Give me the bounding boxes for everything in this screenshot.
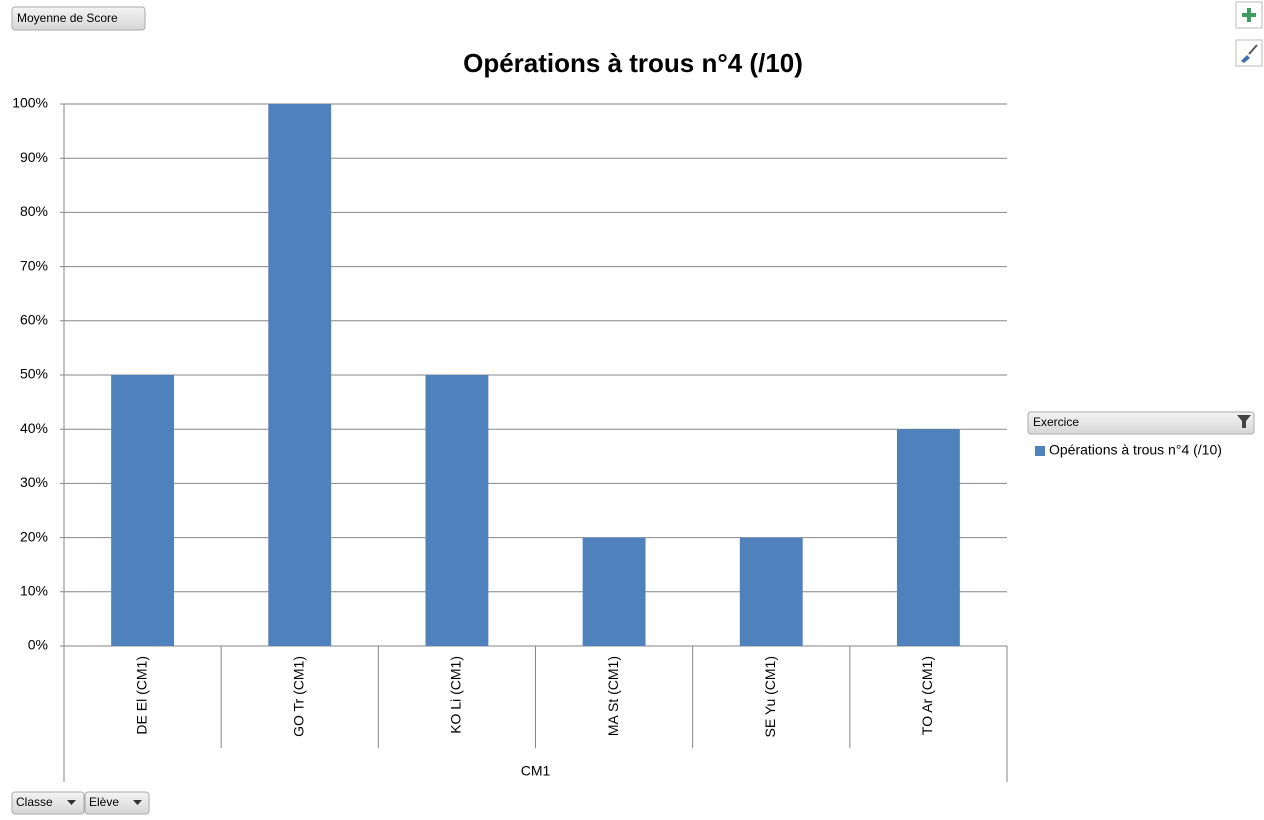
x-tick-label: KO Li (CM1) [448,656,464,734]
x-tick-label: GO Tr (CM1) [290,656,306,737]
y-tick-label: 60% [20,312,48,328]
style-button[interactable] [1235,39,1263,67]
x-tick-label: TO Ar (CM1) [919,656,935,735]
value-field-label: Moyenne de Score [17,11,118,25]
bar [739,537,803,646]
y-tick-label: 20% [20,528,48,544]
y-tick-label: 100% [12,95,48,111]
legend-field-button[interactable]: Exercice [1027,411,1255,435]
axis-field-label: Elève [89,795,119,809]
bar [268,104,332,646]
y-tick-label: 50% [20,366,48,382]
legend-field-label: Exercice [1033,415,1079,429]
bar [111,375,175,646]
legend-swatch [1035,446,1045,456]
group-label: CM1 [521,763,551,779]
y-tick-label: 0% [28,637,48,653]
axis-field-button[interactable]: Elève [84,791,150,815]
bar [896,429,960,646]
add-element-button[interactable] [1235,1,1263,29]
axis-field-button[interactable]: Classe [11,791,85,815]
chart-title: Opérations à trous n°4 (/10) [463,48,803,78]
y-tick-label: 40% [20,420,48,436]
value-field-button[interactable]: Moyenne de Score [11,6,146,31]
y-tick-label: 90% [20,149,48,165]
bar [425,375,489,646]
y-tick-label: 70% [20,257,48,273]
y-tick-label: 80% [20,203,48,219]
axis-field-label: Classe [16,795,53,809]
legend-label: Opérations à trous n°4 (/10) [1049,442,1222,458]
x-tick-label: MA St (CM1) [605,656,621,736]
bar [582,537,646,646]
y-tick-label: 30% [20,474,48,490]
y-tick-label: 10% [20,583,48,599]
x-tick-label: SE Yu (CM1) [762,656,778,737]
x-tick-label: DE El (CM1) [133,656,149,735]
